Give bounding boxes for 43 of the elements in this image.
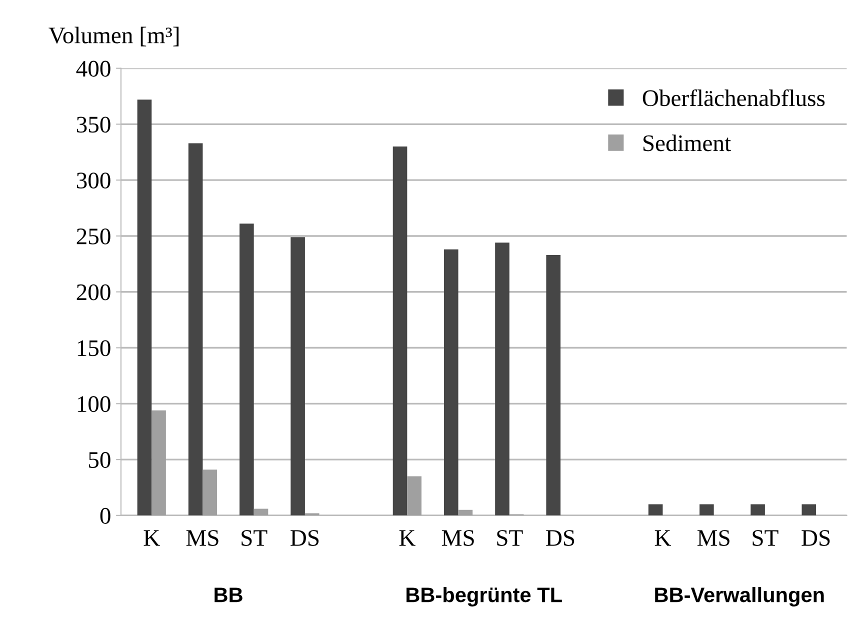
y-tick-label: 50 (89, 452, 110, 468)
x-tick-label: K (144, 530, 160, 546)
y-tick-label: 400 (76, 60, 110, 77)
text: BB (214, 588, 242, 602)
bar (407, 476, 422, 516)
legend-label: Oberflächenabfluss (642, 89, 825, 106)
bar (750, 504, 765, 516)
bar (290, 237, 305, 516)
x-tick-label: K (654, 530, 672, 546)
y-tick-label: 200 (76, 284, 110, 300)
text: BB-Verwallungen (655, 586, 824, 606)
y-tick-label: 250 (76, 228, 110, 244)
x-tick-label: DS (290, 530, 319, 546)
x-tick-label: MS (697, 530, 730, 546)
x-tick-label: ST (752, 530, 778, 546)
bar (254, 508, 268, 516)
x-tick-label: MS (186, 530, 218, 546)
bar (546, 254, 561, 516)
y-tick-label: 0 (100, 508, 110, 524)
y-tick-label: 100 (78, 396, 110, 412)
bar (188, 143, 203, 516)
bar (240, 224, 254, 516)
bar (700, 504, 714, 516)
bar (137, 100, 152, 516)
x-tick-label: DS (802, 530, 830, 546)
bar (495, 242, 510, 516)
x-tick-label: ST (497, 530, 523, 546)
bar (202, 470, 218, 516)
y-axis-title: Volumen [m³] (48, 26, 179, 46)
y-tick-label: 150 (78, 340, 110, 356)
y-tick-label: 350 (76, 116, 110, 133)
x-tick-label: DS (546, 530, 574, 546)
x-tick-label: ST (242, 530, 268, 546)
bar (152, 410, 166, 516)
y-tick-label: 300 (76, 172, 110, 189)
bar (648, 504, 663, 516)
bar (444, 249, 458, 516)
x-tick-label: MS (442, 530, 474, 546)
legend-label: Sediment (643, 134, 731, 152)
bar (392, 146, 408, 516)
bar (802, 504, 816, 516)
text: BB-begrünte TL (406, 586, 562, 606)
x-tick-label: K (399, 530, 416, 546)
